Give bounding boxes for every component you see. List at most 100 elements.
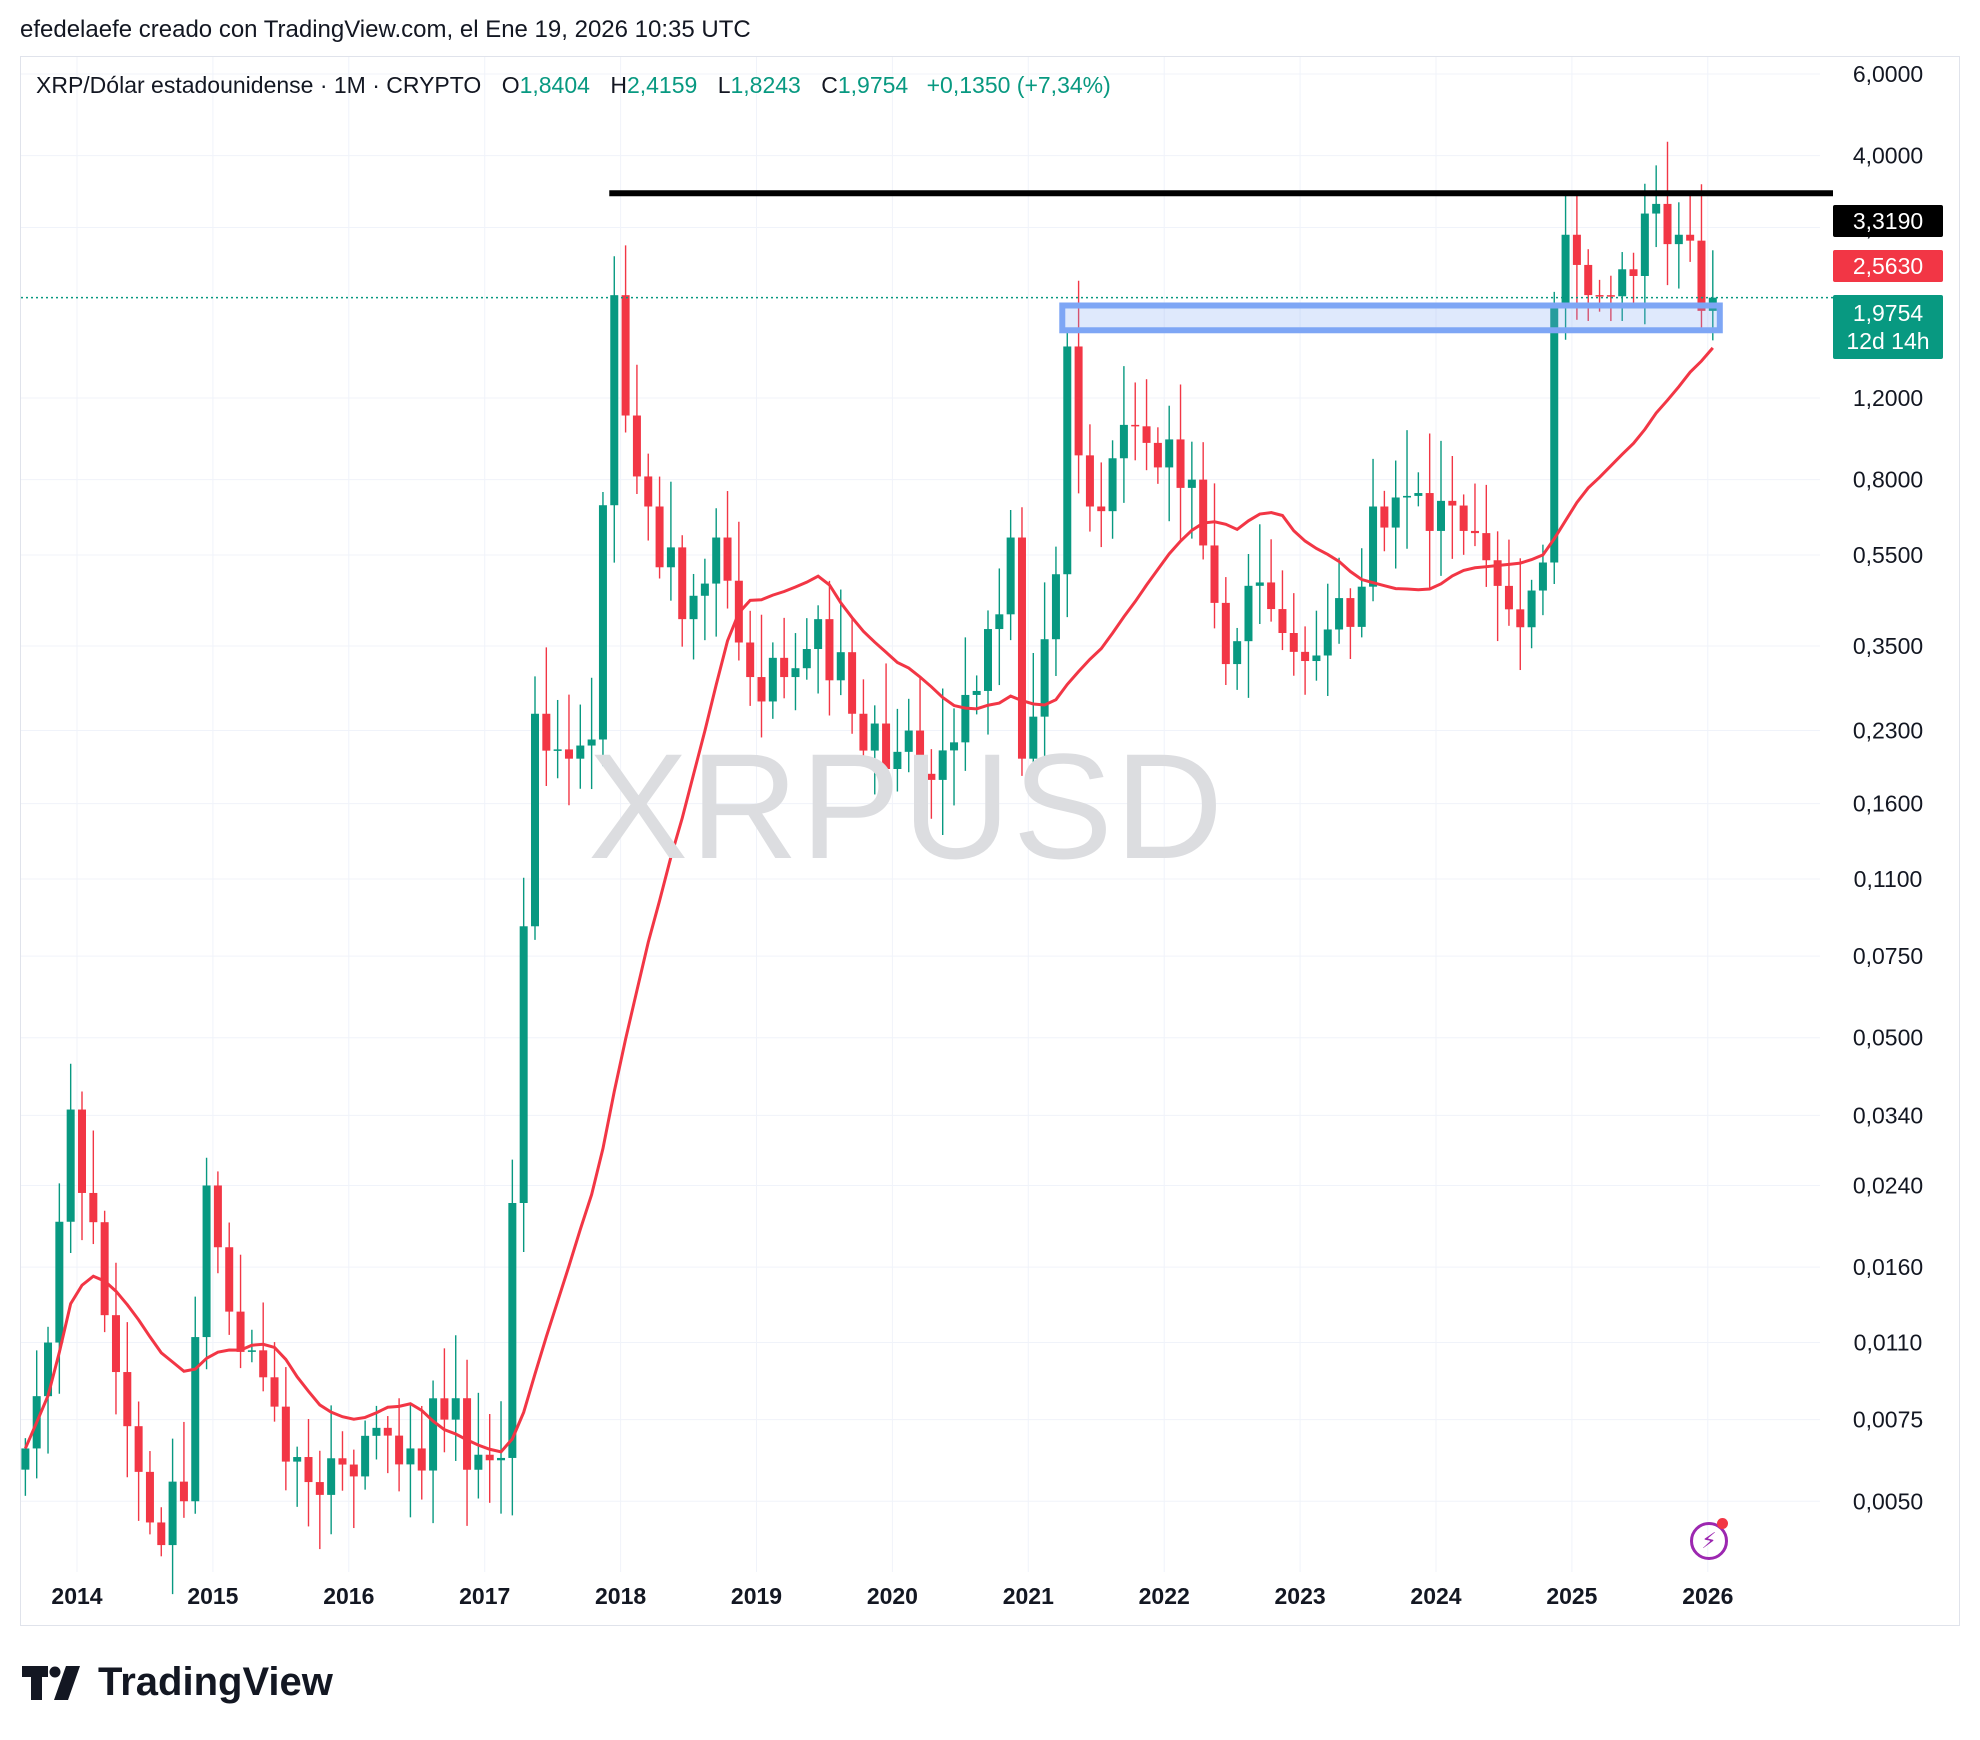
candle-body — [270, 1377, 279, 1407]
candle-body — [610, 295, 619, 506]
candle-body — [576, 745, 585, 759]
candle-body — [1550, 305, 1559, 563]
candle-body — [1493, 560, 1502, 586]
candle-body — [870, 723, 879, 751]
lightning-bolt-icon[interactable]: ⚡ — [1690, 1522, 1728, 1560]
candle-body — [791, 668, 800, 678]
candle-body — [1063, 346, 1072, 575]
x-tick-label: 2018 — [595, 1583, 646, 1609]
candle-body — [1674, 234, 1683, 245]
candle-body — [361, 1435, 370, 1477]
candle-body — [1165, 439, 1174, 468]
candle-body — [1097, 506, 1106, 512]
candle-body — [531, 713, 539, 927]
candle-body — [1527, 590, 1536, 628]
candle-body — [938, 750, 947, 780]
logo-text: TradingView — [98, 1660, 333, 1704]
y-tick-label: 0,0075 — [1853, 1407, 1923, 1433]
candle-body — [1051, 574, 1060, 640]
candle-body — [1448, 500, 1457, 506]
y-tick-label: 1,2000 — [1853, 385, 1923, 411]
candle-body — [1595, 295, 1604, 297]
candle-body — [451, 1398, 460, 1420]
candle-body — [1459, 505, 1468, 531]
candle-body — [1255, 582, 1264, 586]
x-tick-label: 2020 — [867, 1583, 918, 1609]
candle-body — [746, 642, 755, 678]
candle-body — [1572, 234, 1581, 265]
countdown-value: 12d 14h — [1846, 328, 1930, 354]
candle-body — [1652, 203, 1661, 214]
candle-body — [1187, 479, 1196, 488]
candle-body — [111, 1315, 120, 1373]
candle-body — [1244, 585, 1253, 642]
candle-body — [395, 1435, 404, 1465]
candle-body — [100, 1222, 109, 1316]
candle-body — [247, 1350, 256, 1352]
candle-body — [564, 749, 573, 759]
legend-close-label: C — [821, 72, 838, 98]
y-tick-label: 0,1100 — [1854, 866, 1923, 892]
candle-body — [882, 723, 891, 770]
candle-body — [440, 1398, 449, 1420]
legend-high: 2,4159 — [626, 72, 698, 98]
candle-body — [632, 415, 641, 477]
candle-body — [1369, 506, 1378, 587]
candle-body — [383, 1427, 392, 1436]
last-price-value: 1,9754 — [1852, 300, 1924, 326]
x-tick-label: 2015 — [187, 1583, 238, 1609]
candle-body — [236, 1311, 245, 1352]
support-zone — [1059, 302, 1723, 334]
candle-body — [1085, 455, 1094, 507]
candle-body — [157, 1522, 166, 1546]
y-tick-label: 0,5500 — [1853, 542, 1923, 568]
last-price-tag: 1,9754 12d 14h — [1833, 295, 1943, 359]
candle-body — [1414, 493, 1423, 496]
candle-body — [191, 1337, 200, 1502]
y-tick-label: 0,8000 — [1853, 467, 1923, 493]
candle-body — [1119, 424, 1128, 459]
candle-body — [644, 476, 653, 507]
candle-body — [1289, 633, 1298, 652]
candle-body — [338, 1458, 347, 1465]
candle-body — [712, 537, 721, 584]
candle-body — [485, 1454, 494, 1461]
candle-body — [553, 749, 562, 751]
y-tick-label: 0,1600 — [1853, 791, 1923, 817]
candle-body — [723, 537, 732, 581]
candle-body — [1142, 426, 1151, 443]
candle-body — [508, 1203, 517, 1458]
y-tick-label: 0,0750 — [1853, 943, 1923, 969]
candle-body — [1176, 439, 1185, 488]
y-tick-label: 0,0340 — [1853, 1102, 1923, 1128]
candle-body — [972, 690, 981, 695]
candle-body — [1618, 269, 1627, 297]
legend-low-label: L — [717, 72, 731, 98]
candle-body — [598, 505, 607, 740]
candle-body — [1697, 240, 1706, 311]
candle-body — [1278, 609, 1287, 634]
candle-body — [293, 1457, 302, 1462]
candle-body — [474, 1454, 483, 1470]
tradingview-logo[interactable]: TradingView — [22, 1660, 333, 1705]
legend-symbol: XRP/Dólar estadounidense · 1M · CRYPTO — [36, 72, 482, 98]
candle-body — [768, 657, 777, 702]
legend-low: 1,8243 — [730, 72, 801, 98]
chart-frame[interactable] — [20, 56, 1960, 1626]
candle-body — [825, 619, 834, 681]
y-tick-label: 4,0000 — [1853, 143, 1923, 169]
candle-body — [1312, 655, 1321, 662]
candle-body — [916, 730, 925, 774]
candle-body — [1131, 424, 1140, 427]
candle-body — [1301, 651, 1310, 662]
candle-body — [1504, 585, 1513, 610]
candle-body — [1029, 716, 1038, 759]
candle-body — [1561, 234, 1570, 306]
candle-body — [984, 629, 992, 691]
notification-dot — [1717, 1518, 1728, 1529]
candle-body — [848, 652, 857, 714]
candle-body — [700, 583, 709, 596]
candle-body — [1686, 234, 1695, 241]
x-tick-label: 2024 — [1410, 1583, 1461, 1609]
